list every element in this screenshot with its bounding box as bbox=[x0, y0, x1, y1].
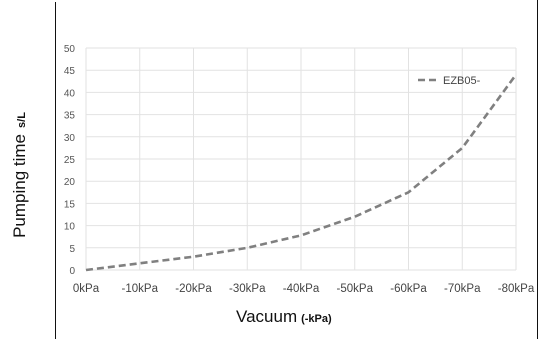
x-tick-label: -80kPa bbox=[498, 283, 535, 295]
x-tick-label: -50kPa bbox=[337, 283, 374, 295]
y-tick-label: 5 bbox=[69, 244, 75, 255]
y-tick-label: 50 bbox=[64, 44, 76, 55]
y-axis-unit: s/L bbox=[16, 112, 28, 128]
x-tick-label: -10kPa bbox=[122, 283, 159, 295]
left-border bbox=[55, 2, 56, 339]
y-tick-label: 40 bbox=[64, 88, 76, 99]
x-axis-title-text: Vacuum bbox=[236, 307, 298, 326]
y-tick-label: 45 bbox=[64, 66, 76, 77]
y-tick-label: 20 bbox=[64, 177, 76, 188]
x-axis-title: Vacuum (-kPa) bbox=[236, 307, 332, 327]
x-tick-label: -30kPa bbox=[229, 283, 266, 295]
y-axis-title: Pumping time s/L bbox=[10, 112, 30, 238]
y-tick-label: 0 bbox=[69, 266, 75, 277]
x-axis-unit: (-kPa) bbox=[301, 313, 332, 325]
x-tick-label: -70kPa bbox=[444, 283, 481, 295]
y-tick-label: 10 bbox=[64, 222, 76, 233]
y-tick-label: 25 bbox=[64, 155, 76, 166]
series-line bbox=[85, 73, 518, 272]
x-tick-label: -20kPa bbox=[175, 283, 212, 295]
y-tick-label: 30 bbox=[64, 133, 76, 144]
y-tick-label: 35 bbox=[64, 111, 76, 122]
x-tick-label: -60kPa bbox=[390, 283, 427, 295]
legend-label: EZB05- bbox=[443, 75, 481, 87]
x-tick-label: -40kPa bbox=[283, 283, 320, 295]
y-tick-label: 15 bbox=[64, 199, 76, 210]
y-axis-title-wrap: Pumping time s/L bbox=[0, 75, 40, 275]
x-tick-label: 0kPa bbox=[73, 283, 100, 295]
y-axis-title-text: Pumping time bbox=[10, 133, 29, 238]
right-border bbox=[537, 0, 538, 339]
